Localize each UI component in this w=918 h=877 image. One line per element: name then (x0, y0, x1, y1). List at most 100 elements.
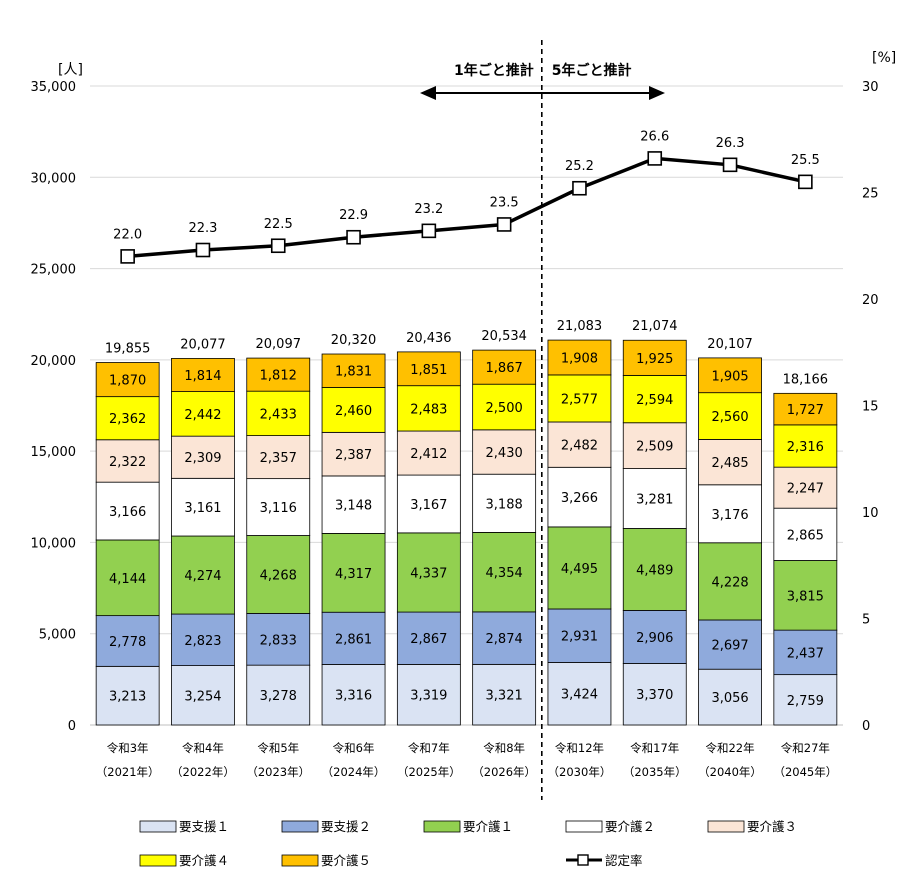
bar-segment (622, 528, 687, 611)
bar-segment (95, 539, 160, 617)
bar-total-label: 21,074 (632, 319, 678, 334)
left-tick-label: 20,000 (31, 354, 77, 369)
segment-value-label: 2,412 (410, 447, 447, 462)
segment-value-label: 3,161 (184, 501, 221, 516)
rate-value-label: 22.5 (264, 217, 293, 232)
segment-value-label: 3,213 (109, 690, 146, 705)
rate-line-series: 22.0 22.3 22.5 22.9 23.2 23.5 25.2 26.6 26.3 25.5 (113, 129, 820, 264)
rate-value-label: 22.3 (188, 221, 217, 236)
bar-segment (698, 439, 762, 486)
bar-segment (622, 468, 687, 529)
annual-projection-label: 1年ごと推計 (454, 62, 534, 79)
bar-segment (773, 507, 838, 561)
segment-value-label: 3,056 (711, 691, 748, 706)
bar-segment (547, 526, 612, 610)
x-category-era: 令和4年 (182, 741, 224, 755)
bar-segment (396, 430, 461, 476)
segment-value-label: 2,833 (260, 633, 297, 648)
bar-segment (698, 484, 762, 544)
bar-segment (547, 339, 612, 376)
bar-segment (396, 664, 461, 726)
bar-segment (396, 611, 461, 665)
legend-swatch (565, 820, 603, 833)
segment-value-label: 2,483 (410, 402, 447, 417)
rate-marker (421, 223, 437, 239)
bar-segment (171, 665, 235, 726)
x-category-era: 令和5年 (257, 741, 299, 755)
segment-value-label: 2,322 (109, 455, 146, 470)
bar-segment (773, 674, 838, 726)
x-category-year: （2035年） (623, 765, 687, 779)
segment-value-label: 1,812 (260, 369, 297, 384)
x-category-era: 令和17年 (630, 741, 679, 755)
segment-value-label: 2,437 (787, 646, 824, 661)
bar-segment (246, 478, 311, 536)
right-tick-label: 0 (862, 719, 870, 734)
x-category-era: 令和6年 (333, 741, 375, 755)
bar-segment (95, 665, 160, 726)
rate-marker (572, 180, 587, 196)
segment-value-label: 4,317 (335, 567, 372, 582)
legend-swatch (423, 820, 461, 833)
right-tick-label: 25 (862, 187, 879, 202)
rate-marker (270, 238, 286, 254)
segment-value-label: 3,316 (335, 689, 372, 704)
bar-segment (773, 424, 838, 468)
segment-value-label: 2,874 (486, 632, 523, 647)
bar-segment (171, 535, 235, 615)
segment-value-label: 3,370 (636, 688, 673, 703)
segment-value-label: 2,906 (636, 631, 673, 646)
segment-value-label: 2,433 (260, 407, 297, 422)
legend-label: 要支援１ (179, 819, 229, 834)
bar-segment (321, 611, 386, 665)
rate-marker (722, 157, 738, 173)
legend-label: 要介護２ (605, 819, 655, 834)
axis-ticks: 0 5,000 10,000 15,000 20,000 25,000 30,000 35,0… (31, 50, 897, 734)
segment-value-label: 1,867 (486, 361, 523, 376)
bar-segment (472, 429, 537, 475)
bar-segment (472, 473, 537, 533)
x-axis-labels: 令和3年 （2021年） 令和4年 （2022年） 令和5年 （2023年） 令和6年 （20… (96, 741, 837, 779)
bar-total-label: 21,083 (557, 319, 603, 334)
bar-segment (396, 532, 461, 613)
rate-marker (346, 229, 361, 245)
bar-segment (547, 662, 612, 726)
segment-value-label: 2,577 (561, 392, 598, 407)
segment-value-label: 3,254 (184, 689, 221, 704)
rate-value-label: 22.9 (339, 208, 368, 223)
segment-value-label: 1,814 (184, 369, 221, 384)
segment-value-label: 2,247 (787, 482, 824, 497)
left-tick-label: 35,000 (31, 80, 77, 95)
segment-value-label: 4,144 (109, 572, 146, 587)
stacked-bars: 3,213 2,778 4,144 3,166 2,322 2,362 1,870 19,85… (95, 319, 838, 726)
rate-value-label: 26.3 (716, 136, 745, 151)
segment-value-label: 2,357 (260, 451, 297, 466)
segment-value-label: 3,424 (561, 688, 598, 703)
rate-marker (798, 174, 813, 190)
bar-segment (321, 664, 386, 726)
segment-value-label: 2,778 (109, 635, 146, 650)
segment-value-label: 1,727 (787, 403, 824, 418)
legend-label: 要介護３ (747, 819, 797, 834)
right-tick-label: 5 (862, 613, 870, 628)
x-category-year: （2026年） (472, 765, 536, 779)
bar-segment (472, 611, 537, 665)
rate-value-label: 25.2 (565, 159, 594, 174)
bar-total-label: 20,534 (481, 329, 527, 344)
rate-marker (195, 242, 211, 258)
bar-segment (95, 481, 160, 541)
bar-segment (698, 392, 762, 440)
bar-segment (321, 533, 386, 613)
segment-value-label: 2,867 (410, 632, 447, 647)
x-category-year: （2022年） (171, 765, 235, 779)
x-category-era: 令和7年 (408, 741, 450, 755)
projection-arrow-left-head (420, 86, 436, 100)
bar-segment (171, 358, 235, 392)
bar-segment (547, 466, 612, 528)
bar-segment (547, 421, 612, 468)
x-category-year: （2040年） (698, 765, 762, 779)
x-category-era: 令和3年 (107, 741, 149, 755)
segment-value-label: 1,925 (636, 352, 673, 367)
x-category-era: 令和27年 (781, 741, 830, 755)
projection-arrow-right-head (649, 86, 665, 100)
